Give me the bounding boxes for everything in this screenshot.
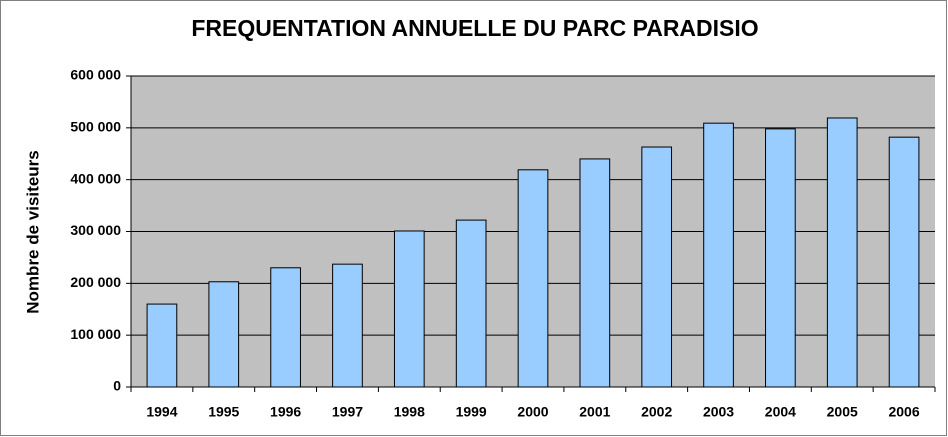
x-tick-label: 2002: [641, 404, 672, 420]
y-tick-label: 500 000: [70, 119, 121, 135]
bar: [517, 169, 549, 388]
x-tick-label: 2005: [827, 404, 858, 420]
bar: [579, 158, 611, 388]
x-tick-label: 1999: [456, 404, 487, 420]
x-tick-label: 1998: [394, 404, 425, 420]
bar: [703, 122, 734, 388]
bar: [765, 128, 796, 388]
bar: [826, 117, 858, 388]
bar: [270, 267, 301, 388]
bar: [455, 219, 487, 388]
bar: [332, 263, 363, 388]
y-tick-label: 200 000: [70, 274, 121, 290]
x-tick-label: 1996: [270, 404, 301, 420]
bar: [641, 146, 673, 388]
y-tick-label: 0: [113, 378, 121, 394]
y-tick-label: 400 000: [70, 170, 121, 186]
x-tick-label: 1995: [208, 404, 239, 420]
x-tick-label: 2004: [765, 404, 796, 420]
x-tick-label: 2006: [888, 404, 919, 420]
bar: [393, 230, 425, 388]
y-tick-label: 600 000: [70, 67, 121, 83]
bar: [888, 136, 920, 388]
x-tick-label: 2001: [579, 404, 610, 420]
y-tick-label: 300 000: [70, 222, 121, 238]
chart-title: FREQUENTATION ANNUELLE DU PARC PARADISIO: [191, 15, 758, 41]
x-tick-label: 1997: [332, 404, 363, 420]
x-tick-label: 2003: [703, 404, 734, 420]
y-tick-label: 100 000: [70, 326, 121, 342]
x-tick-label: 2000: [517, 404, 548, 420]
y-axis-label: Nombre de visiteurs: [23, 150, 42, 313]
bar: [208, 281, 240, 388]
bar: [146, 303, 178, 388]
x-tick-label: 1994: [146, 404, 177, 420]
